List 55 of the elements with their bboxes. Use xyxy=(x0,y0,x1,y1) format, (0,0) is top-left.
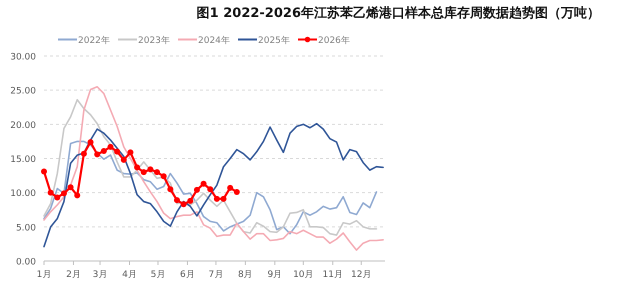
ytick: 5.00 xyxy=(16,223,36,234)
point xyxy=(154,169,160,176)
legend-label: 2022年 xyxy=(78,35,110,46)
xtick: 9月 xyxy=(267,270,282,280)
point xyxy=(200,180,207,187)
xtick: 7月 xyxy=(208,270,224,280)
legend-label: 2026年 xyxy=(318,35,350,46)
point xyxy=(48,190,54,196)
point xyxy=(220,196,227,202)
point xyxy=(140,169,147,176)
xtick: 10月 xyxy=(293,270,314,280)
legend-label: 2025年 xyxy=(258,35,290,46)
point xyxy=(68,184,74,190)
xtick: 4月 xyxy=(122,270,137,280)
xtick: 1月 xyxy=(36,270,52,280)
point xyxy=(134,164,140,170)
point xyxy=(147,166,154,172)
point xyxy=(214,196,220,202)
point xyxy=(54,194,60,200)
point xyxy=(227,184,234,191)
ytick: 20.00 xyxy=(10,120,36,131)
point xyxy=(107,144,114,150)
point xyxy=(41,168,47,174)
point xyxy=(127,149,134,156)
point xyxy=(180,201,187,208)
point xyxy=(94,151,100,158)
point xyxy=(88,139,94,146)
xtick: 3月 xyxy=(92,270,108,280)
xtick: 12月 xyxy=(351,270,372,280)
point xyxy=(80,150,87,157)
xtick: 5月 xyxy=(150,270,166,280)
point xyxy=(160,173,167,180)
point xyxy=(100,148,107,154)
ytick: 0.00 xyxy=(16,258,36,268)
ytick: 25.00 xyxy=(10,86,36,97)
xtick: 6月 xyxy=(180,270,195,280)
point xyxy=(187,198,194,204)
point xyxy=(114,148,120,155)
legend-label: 2024年 xyxy=(198,35,230,46)
legend-label: 2023年 xyxy=(138,35,170,46)
point xyxy=(74,192,80,198)
ytick: 10.00 xyxy=(10,189,36,200)
point xyxy=(234,188,240,195)
xtick: 8月 xyxy=(238,270,253,280)
point xyxy=(167,186,174,192)
xtick: 11月 xyxy=(322,270,343,280)
title: 图1 2022-2026年江苏苯乙烯港口样本总库存周数据趋势图（万吨） xyxy=(196,6,600,21)
ytick: 30.00 xyxy=(10,52,36,62)
point xyxy=(60,190,67,196)
point xyxy=(207,186,214,192)
point xyxy=(194,186,200,193)
xtick: 2月 xyxy=(66,270,81,280)
point xyxy=(174,197,180,204)
ytick: 15.00 xyxy=(10,155,36,165)
point xyxy=(120,156,127,163)
